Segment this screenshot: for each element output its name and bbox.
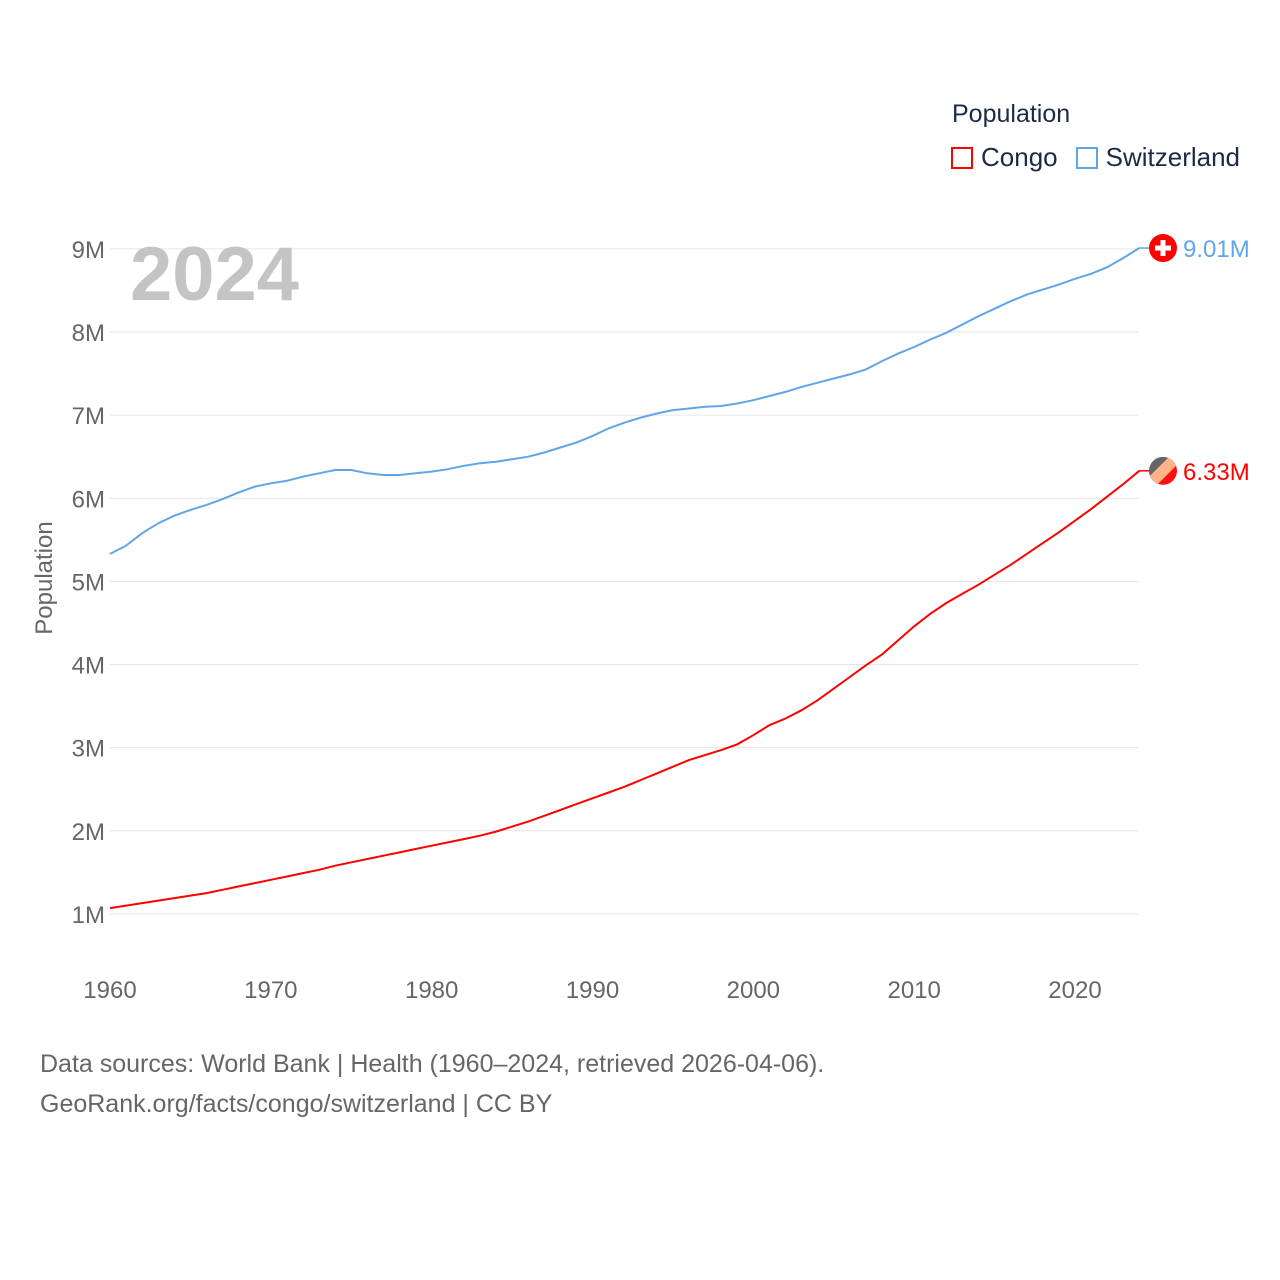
y-tick-label: 3M [72,736,105,763]
y-tick-label: 4M [72,653,105,680]
y-tick-label: 9M [72,237,105,264]
legend-item-congo[interactable]: Congo [951,142,1058,173]
year-label: 2024 [130,232,299,317]
legend-swatch-congo [951,146,973,169]
x-tick-label: 1970 [244,977,297,1004]
legend-title: Population [952,100,1071,128]
y-tick-label: 8M [72,320,105,347]
congo-flag-icon [1149,456,1177,485]
footer-link[interactable]: GeoRank.org/facts/congo/switzerland | CC… [40,1090,553,1118]
footer-sources: Data sources: World Bank | Health (1960–… [40,1050,825,1078]
y-tick-label: 6M [72,486,105,513]
series-line-congo [109,470,1140,910]
footer: Data sources: World Bank | Health (1960–… [40,1044,824,1124]
x-tick-label: 1960 [83,977,136,1004]
y-tick-label: 1M [72,902,105,929]
y-tick-label: 2M [72,819,105,846]
end-value-label: 9.01M [1183,236,1250,263]
x-tick-label: 2010 [887,977,940,1004]
x-tick-label: 2000 [727,977,780,1004]
flag-cross [1160,240,1166,257]
legend-label-congo: Congo [981,142,1058,172]
y-tick-label: 7M [72,403,105,430]
legend: Congo Switzerland [951,142,1258,173]
legend-label-switzerland: Switzerland [1105,142,1241,172]
x-tick-label: 2020 [1048,977,1101,1004]
x-tick-label: 1980 [405,977,458,1004]
x-tick-label: 1990 [566,977,619,1004]
legend-swatch-switzerland [1075,146,1098,169]
y-axis-label: Population [31,521,58,634]
legend-item-switzerland[interactable]: Switzerland [1075,142,1241,173]
y-tick-label: 5M [72,569,105,596]
end-value-label: 6.33M [1183,459,1250,486]
series-line-switzerland [109,247,1140,555]
